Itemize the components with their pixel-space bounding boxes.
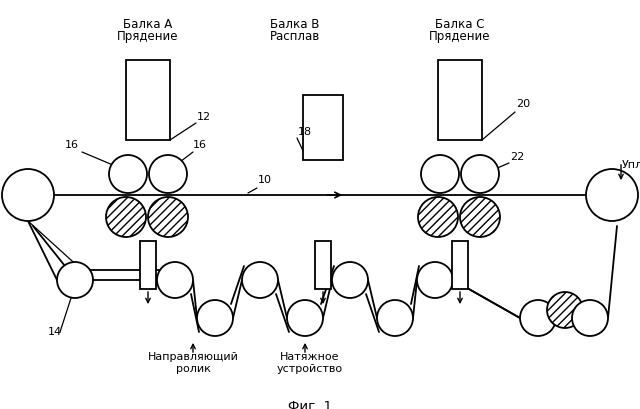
Text: 12: 12: [197, 112, 211, 122]
Text: Балка А: Балка А: [124, 18, 173, 31]
Text: Расплав: Расплав: [270, 30, 320, 43]
Ellipse shape: [332, 262, 368, 298]
Bar: [303, 95, 343, 160]
Text: Балка С: Балка С: [435, 18, 484, 31]
Text: Прядение: Прядение: [429, 30, 491, 43]
Text: Фиг. 1: Фиг. 1: [288, 400, 332, 409]
Ellipse shape: [460, 197, 500, 237]
Text: Балка В: Балка В: [270, 18, 320, 31]
Ellipse shape: [242, 262, 278, 298]
Ellipse shape: [157, 262, 193, 298]
Text: 16: 16: [193, 140, 207, 150]
Bar: [126, 60, 170, 140]
Bar: [140, 241, 156, 289]
Ellipse shape: [461, 155, 499, 193]
Ellipse shape: [57, 262, 93, 298]
Ellipse shape: [547, 292, 583, 328]
Text: 14: 14: [48, 327, 62, 337]
Text: Прядение: Прядение: [117, 30, 179, 43]
Text: Уплотнение: Уплотнение: [622, 160, 640, 170]
Ellipse shape: [2, 169, 54, 221]
Bar: [438, 60, 482, 140]
Bar: [315, 241, 331, 289]
Ellipse shape: [418, 197, 458, 237]
Text: 16: 16: [65, 140, 79, 150]
Text: 10: 10: [258, 175, 272, 185]
Ellipse shape: [106, 197, 146, 237]
Ellipse shape: [586, 169, 638, 221]
Ellipse shape: [148, 197, 188, 237]
Ellipse shape: [417, 262, 453, 298]
Ellipse shape: [572, 300, 608, 336]
Text: 20: 20: [516, 99, 530, 109]
Text: ролик: ролик: [175, 364, 211, 374]
Text: 18: 18: [298, 127, 312, 137]
Text: устройство: устройство: [277, 364, 343, 374]
Text: Направляющий: Направляющий: [148, 352, 239, 362]
Ellipse shape: [377, 300, 413, 336]
Text: Натяжное: Натяжное: [280, 352, 340, 362]
Ellipse shape: [149, 155, 187, 193]
Ellipse shape: [109, 155, 147, 193]
Text: 22: 22: [510, 152, 524, 162]
Ellipse shape: [287, 300, 323, 336]
Ellipse shape: [421, 155, 459, 193]
Ellipse shape: [520, 300, 556, 336]
Ellipse shape: [197, 300, 233, 336]
Bar: [452, 241, 468, 289]
